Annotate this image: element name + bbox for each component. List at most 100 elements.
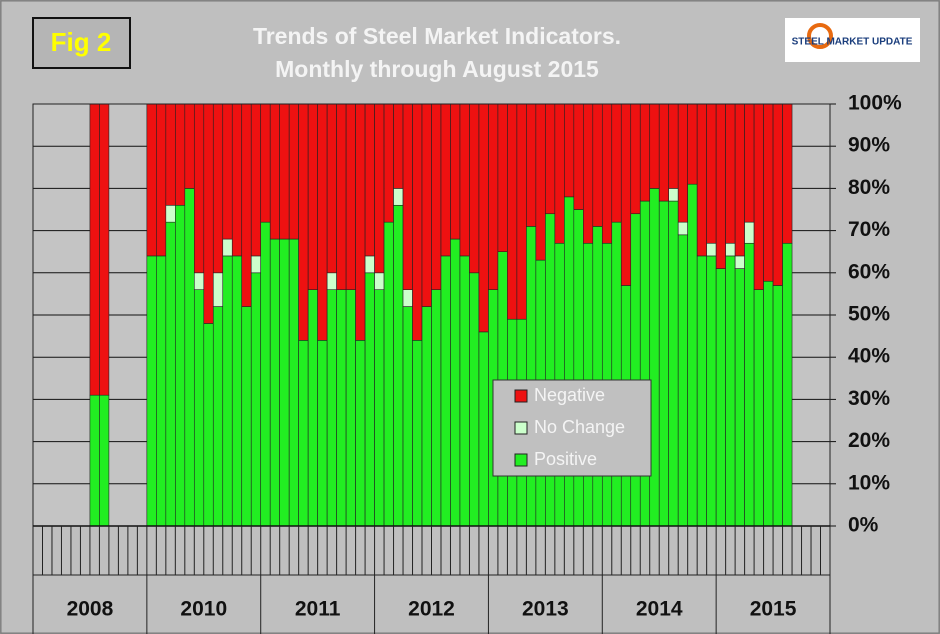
y-tick-label: 70% [848,218,890,241]
bar-segment [706,242,717,257]
bar-segment [450,238,461,527]
bar-segment [763,280,774,527]
bar-segment [744,242,755,527]
bar-segment [649,103,660,189]
bar-segment [355,340,366,527]
logo-box [785,18,920,62]
y-tick-label: 10% [848,471,890,494]
bar-segment [260,103,271,223]
bar-segment [402,289,413,307]
bar-segment [450,103,461,240]
bar-segment [412,340,423,527]
bar-segment [193,103,205,274]
y-tick-label: 100% [848,92,902,115]
bar-segment [165,221,176,527]
bar-segment [715,103,726,269]
legend-swatch [514,421,528,435]
bar-segment [175,204,186,527]
bar-segment [326,289,337,527]
bar-segment [744,221,755,244]
bar-segment [184,103,195,189]
chart-title: Trends of Steel Market Indicators. [253,23,621,49]
bar-segment [592,226,603,527]
bar-segment [677,234,688,527]
bar-segment [193,272,205,290]
bar-segment [516,103,527,320]
bar-segment [639,103,651,202]
bar-segment [364,255,375,274]
bar-segment [753,289,764,527]
bar-segment [212,103,224,274]
bar-segment [526,103,537,227]
bar-segment [250,272,262,527]
y-tick-label: 30% [848,387,890,410]
y-tick-label: 50% [848,303,890,326]
bar-segment [393,204,404,527]
bar-segment [146,103,157,257]
bar-segment [89,394,100,527]
bar-segment [772,285,783,527]
bar-segment [279,103,290,240]
bar-segment [193,289,205,527]
bar-segment [630,213,641,527]
bar-segment [345,103,356,290]
bar-segment [668,188,679,202]
bar-segment [583,103,594,244]
bar-segment [554,103,565,244]
bar-segment [222,255,233,527]
bar-segment [421,103,432,307]
bar-segment [393,103,404,189]
bar-segment [658,103,670,202]
year-label: 2014 [636,598,683,621]
y-tick-label: 60% [848,260,890,283]
bar-segment [687,103,698,185]
bar-segment [431,289,442,527]
bar-segment [763,103,774,282]
bar-segment [639,200,651,527]
bar-segment [668,103,679,189]
bar-segment [497,103,508,252]
bar-segment [564,196,575,527]
bar-segment [431,103,442,290]
y-tick-label: 20% [848,429,890,452]
bar-segment [298,103,309,341]
y-tick-label: 40% [848,345,890,368]
year-label: 2015 [750,598,797,621]
bar-segment [412,103,423,341]
y-tick-label: 80% [848,176,890,199]
bar-segment [393,188,404,206]
bar-segment [507,103,518,320]
bar-segment [696,103,707,257]
bar-segment [706,255,717,527]
bar-segment [307,289,318,527]
bar-segment [212,306,224,527]
bar-segment [459,255,470,527]
bar-segment [725,103,736,244]
bar-segment [241,306,252,527]
bar-segment [99,103,110,396]
bar-segment [469,272,480,527]
bar-segment [782,103,793,244]
bar-segment [279,238,290,527]
bar-segment [250,103,262,257]
bar-segment [734,103,745,257]
year-label: 2013 [522,598,569,621]
bar-segment [317,103,328,341]
bar-segment [402,306,413,527]
legend-label: Positive [534,449,597,469]
bar-segment [772,103,783,286]
bar-segment [601,103,613,244]
bar-segment [298,340,309,527]
bar-segment [364,103,375,257]
bar-segment [156,103,167,257]
bar-segment [336,103,347,290]
bar-segment [326,103,337,274]
legend-label: No Change [534,417,625,437]
logo-text: STEEL MARKET UPDATE [792,37,913,48]
bar-segment [478,103,489,333]
bar-segment [345,289,356,527]
bar-segment [165,204,176,223]
bar-segment [573,103,584,210]
bar-segment [725,255,736,527]
